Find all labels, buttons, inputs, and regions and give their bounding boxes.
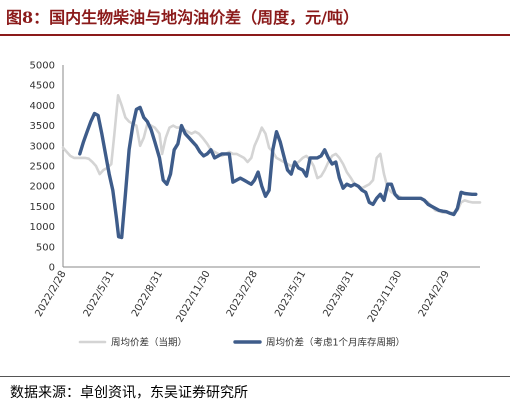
chart-area: 5000 4500 4000 3500 3000 2500 2000 1500 1000 500 0… [0, 40, 510, 370]
y-tick-label: 3000 [30, 141, 55, 152]
x-tick-label: 2022/2/28 [33, 269, 68, 319]
source-note: 数据来源：卓创资讯，东吴证券研究所 [10, 385, 248, 401]
x-tick-label: 2023/2/28 [225, 269, 260, 319]
x-tick-label: 2022/8/31 [130, 269, 165, 319]
x-tick: 2022/2/28 [33, 269, 68, 319]
y-tick-label: 1000 [30, 222, 55, 233]
legend-label-1: 周均价差（当期） [111, 337, 187, 349]
x-tick: 2023/2/28 [225, 269, 260, 319]
title-divider [0, 34, 510, 36]
x-tick: 2022/5/31 [82, 269, 117, 319]
y-tick-label: 1500 [30, 202, 55, 213]
x-tick: 2023/8/31 [321, 269, 356, 319]
series-layer [61, 94, 482, 240]
x-axis: 2022/2/28 2022/5/31 2022/8/31 2022/11/30 202… [33, 266, 480, 324]
y-tick-label: 2000 [30, 182, 55, 193]
y-tick-label: 3500 [30, 121, 55, 132]
x-tick-label: 2023/5/31 [273, 269, 308, 319]
line-chart: 5000450040003500300025002000150010005000… [30, 61, 482, 349]
x-tick: 2023/5/31 [273, 269, 308, 319]
y-tick-label: 4500 [30, 81, 55, 92]
x-tick-label: 2022/5/31 [82, 269, 117, 319]
x-tick: 2023/11/30 [366, 269, 404, 324]
legend-label-2: 周均价差（考虑1个月库存周期） [266, 337, 405, 349]
footer-divider [0, 376, 510, 377]
chart-title: 图8：国内生物柴油与地沟油价差（周度，元/吨） [6, 8, 359, 27]
y-tick-label: 500 [36, 242, 55, 253]
x-tick-label: 2023/8/31 [321, 269, 356, 319]
x-tick-label: 2024/2/29 [417, 269, 452, 319]
legend: 周均价差（当期） 周均价差（考虑1个月库存周期） [78, 337, 405, 349]
y-tick-label: 2500 [30, 162, 55, 173]
y-tick-label: 0 [49, 263, 55, 274]
x-tick: 2022/11/30 [174, 269, 212, 324]
x-tick-label: 2022/11/30 [174, 269, 212, 324]
x-tick-label: 2023/11/30 [366, 269, 404, 324]
y-tick-label: 4000 [30, 101, 55, 112]
series-line-2 [78, 105, 478, 240]
y-tick-label: 5000 [30, 61, 55, 72]
x-tick: 2024/2/29 [417, 269, 452, 319]
x-tick: 2022/8/31 [130, 269, 165, 319]
